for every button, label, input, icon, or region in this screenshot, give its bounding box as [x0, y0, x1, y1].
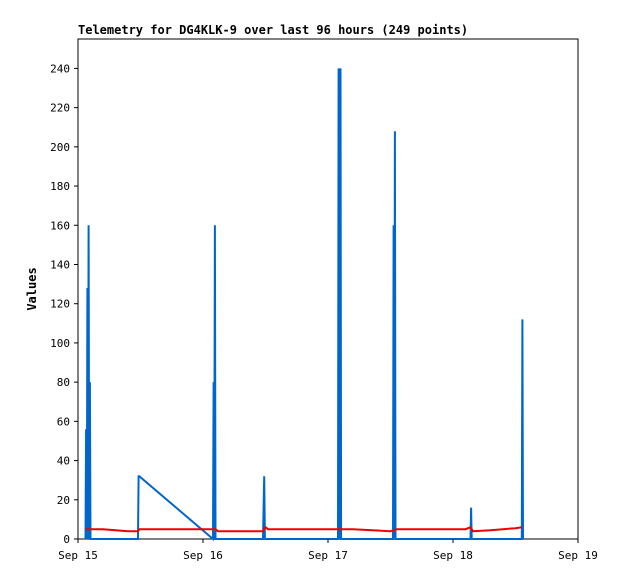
- x-tick-label: Sep 18: [433, 549, 473, 562]
- y-tick-label: 40: [57, 455, 70, 468]
- y-axis-label: Values: [25, 267, 39, 310]
- x-tick-label: Sep 16: [183, 549, 223, 562]
- y-tick-label: 220: [50, 102, 70, 115]
- y-tick-label: 180: [50, 180, 70, 193]
- y-tick-label: 140: [50, 258, 70, 271]
- y-tick-label: 160: [50, 219, 70, 232]
- y-tick-label: 0: [63, 533, 70, 546]
- y-tick-label: 20: [57, 494, 70, 507]
- y-tick-label: 80: [57, 376, 70, 389]
- x-tick-label: Sep 17: [308, 549, 348, 562]
- y-axis: 0 20 40 60 80 100 120 140 160 180 200 220 240: [50, 62, 78, 546]
- y-tick-label: 60: [57, 415, 70, 428]
- x-axis: Sep 15 Sep 16 Sep 17 Sep 18 Sep 19: [58, 539, 598, 562]
- x-tick-label: Sep 15: [58, 549, 98, 562]
- y-tick-label: 240: [50, 62, 70, 75]
- series-line-1: [84, 68, 524, 542]
- y-tick-label: 200: [50, 141, 70, 154]
- y-tick-label: 100: [50, 337, 70, 350]
- series-line-2: [85, 525, 522, 533]
- x-tick-label: Sep 19: [558, 549, 598, 562]
- y-tick-label: 120: [50, 298, 70, 311]
- chart-title: Telemetry for DG4KLK-9 over last 96 hour…: [78, 23, 468, 37]
- plot-frame: [77, 38, 579, 540]
- plot-area: [77, 38, 579, 542]
